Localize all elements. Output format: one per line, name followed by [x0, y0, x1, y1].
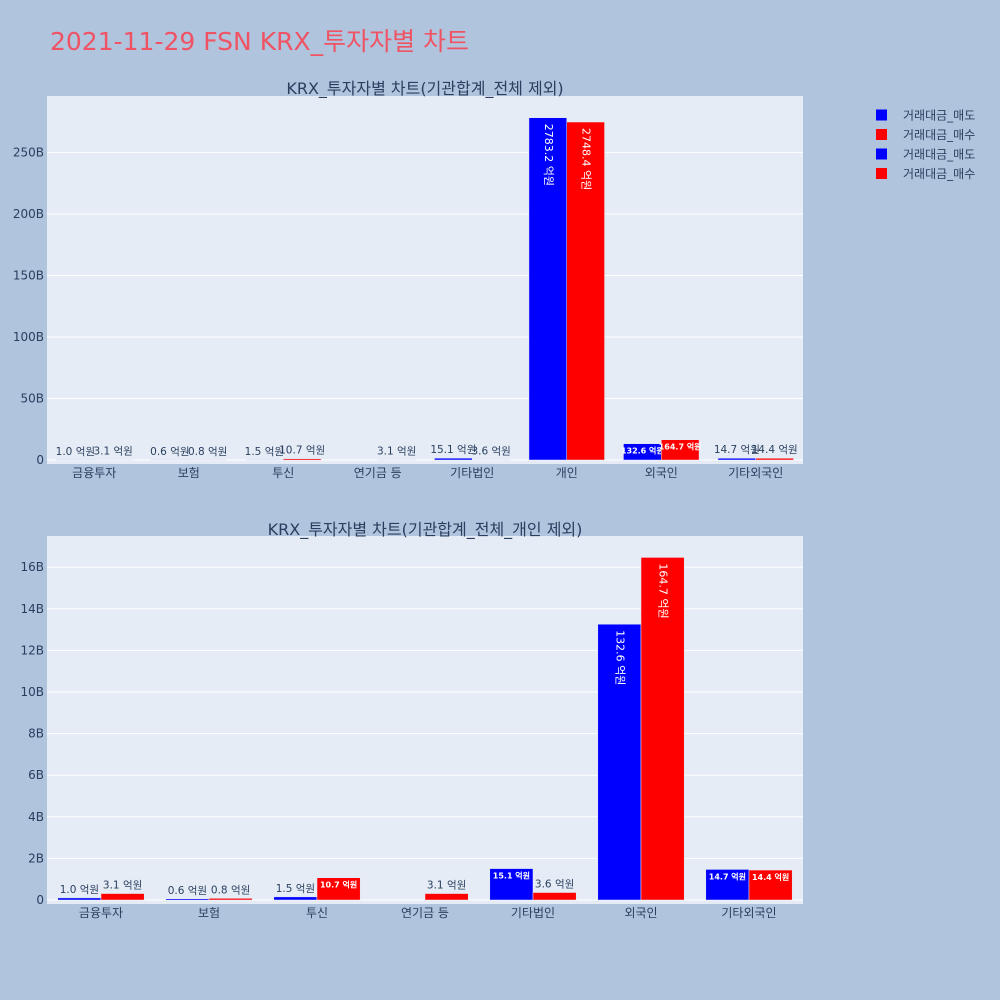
x-tick-label: 투신: [272, 466, 294, 480]
legend-swatch[interactable]: [876, 168, 887, 179]
y-tick-label: 0: [36, 453, 44, 467]
y-tick-label: 200B: [13, 207, 44, 221]
bar-sell: [434, 457, 473, 461]
bar-buy: [640, 557, 685, 901]
data-label: 1.0 억원: [56, 446, 95, 458]
x-tick-label: 연기금 등: [354, 466, 402, 480]
data-label: 164.7 억원: [659, 442, 702, 452]
bar-buy: [283, 458, 322, 461]
data-label: 3.6 억원: [535, 879, 574, 891]
y-tick-label: 250B: [13, 146, 44, 160]
legend-label[interactable]: 거래대금_매수: [903, 167, 975, 181]
x-tick-label: 투신: [306, 906, 328, 920]
chart-bottom: 0 2B 4B 6B 8B 10B 12B 14B 16B KRX_투자자별 차트(기관합계_전체…: [20, 520, 803, 920]
chart-title: KRX_투자자별 차트(기관합계_전체_개인 제외): [268, 520, 583, 540]
data-label: 0.8 억원: [211, 884, 250, 896]
x-tick-label: 기타외국인: [728, 466, 783, 480]
data-label: 1.5 억원: [245, 446, 284, 458]
legend-label[interactable]: 거래대금_매수: [903, 128, 975, 142]
plot-area: [47, 96, 803, 464]
bar-sell: [597, 623, 642, 901]
y-tick-label: 50B: [20, 392, 44, 406]
bar-buy: [748, 869, 793, 901]
y-tick-label: 16B: [20, 560, 44, 574]
data-label: 10.7 억원: [279, 445, 325, 457]
bar-buy: [566, 121, 605, 461]
chart-title: KRX_투자자별 차트(기관합계_전체 제외): [286, 79, 563, 99]
y-tick-label: 10B: [20, 685, 44, 699]
y-tick-label: 12B: [20, 643, 44, 657]
y-tick-label: 2B: [28, 851, 44, 865]
data-label: 0.8 억원: [188, 446, 227, 458]
bar-buy: [100, 893, 145, 901]
x-tick-label: 보험: [178, 466, 200, 480]
page-title: 2021-11-29 FSN KRX_투자자별 차트: [50, 27, 470, 56]
bar-buy: [424, 893, 469, 901]
x-tick-label: 기타외국인: [721, 906, 776, 920]
x-tick-label: 연기금 등: [401, 906, 449, 920]
data-label: 132.6 억원: [621, 446, 664, 456]
y-tick-label: 0: [36, 893, 44, 907]
bar-buy: [661, 439, 700, 461]
data-label: 15.1 억원: [430, 444, 476, 456]
bar-sell: [489, 868, 534, 901]
data-label: 0.6 억원: [150, 446, 189, 458]
data-label: 1.5 억원: [276, 883, 315, 895]
data-label: 164.7 억원: [657, 563, 670, 618]
bar-sell: [273, 896, 318, 901]
x-tick-label: 보험: [198, 906, 220, 920]
plot-area: [47, 536, 803, 904]
data-label: 14.7 억원: [714, 444, 760, 456]
data-label: 10.7 억원: [320, 880, 357, 890]
y-tick-label: 150B: [13, 269, 44, 283]
bar-buy: [755, 457, 794, 461]
legend-swatch[interactable]: [876, 109, 887, 121]
data-label: 14.7 억원: [709, 871, 746, 881]
bar-sell: [705, 869, 750, 901]
data-label: 14.4 억원: [752, 444, 798, 456]
data-label: 3.1 억원: [103, 880, 142, 892]
x-tick-label: 기타법인: [450, 466, 494, 480]
bar-sell: [57, 897, 102, 901]
data-label: 2748.4 억원: [580, 128, 593, 190]
x-tick-label: 외국인: [624, 906, 657, 920]
data-label: 3.1 억원: [377, 446, 416, 458]
data-label: 14.4 억원: [752, 872, 789, 882]
x-tick-label: 기타법인: [511, 906, 555, 920]
y-tick-label: 100B: [13, 330, 44, 344]
y-tick-label: 6B: [28, 768, 44, 782]
chart-top: 0 50B 100B 150B 200B 250B KRX_투자자별 차트(기관합계_전체 …: [13, 79, 803, 480]
data-label: 15.1 억원: [493, 871, 530, 881]
data-label: 1.0 억원: [60, 884, 99, 896]
y-tick-label: 8B: [28, 727, 44, 741]
y-tick-label: 14B: [20, 602, 44, 616]
legend-label[interactable]: 거래대금_매도: [903, 109, 975, 123]
data-label: 0.6 억원: [168, 885, 207, 897]
data-label: 3.1 억원: [427, 880, 466, 892]
data-label: 132.6 억원: [613, 630, 626, 685]
legend-swatch[interactable]: [876, 148, 887, 160]
bar-buy: [532, 892, 577, 901]
y-tick-label: 4B: [28, 810, 44, 824]
data-label: 3.1 억원: [93, 446, 132, 458]
legend-swatch[interactable]: [876, 129, 887, 140]
data-label: 2783.2 억원: [542, 124, 555, 186]
bar-sell: [717, 457, 757, 461]
x-tick-label: 외국인: [645, 466, 678, 480]
data-label: 3.6 억원: [471, 446, 510, 458]
x-tick-label: 금융투자: [79, 906, 123, 920]
legend-label[interactable]: 거래대금_매도: [903, 148, 975, 162]
bar-buy: [208, 898, 253, 901]
bar-sell: [165, 898, 210, 901]
x-tick-label: 개인: [556, 466, 578, 480]
x-tick-label: 금융투자: [72, 466, 116, 480]
bar-buy: [316, 877, 361, 901]
